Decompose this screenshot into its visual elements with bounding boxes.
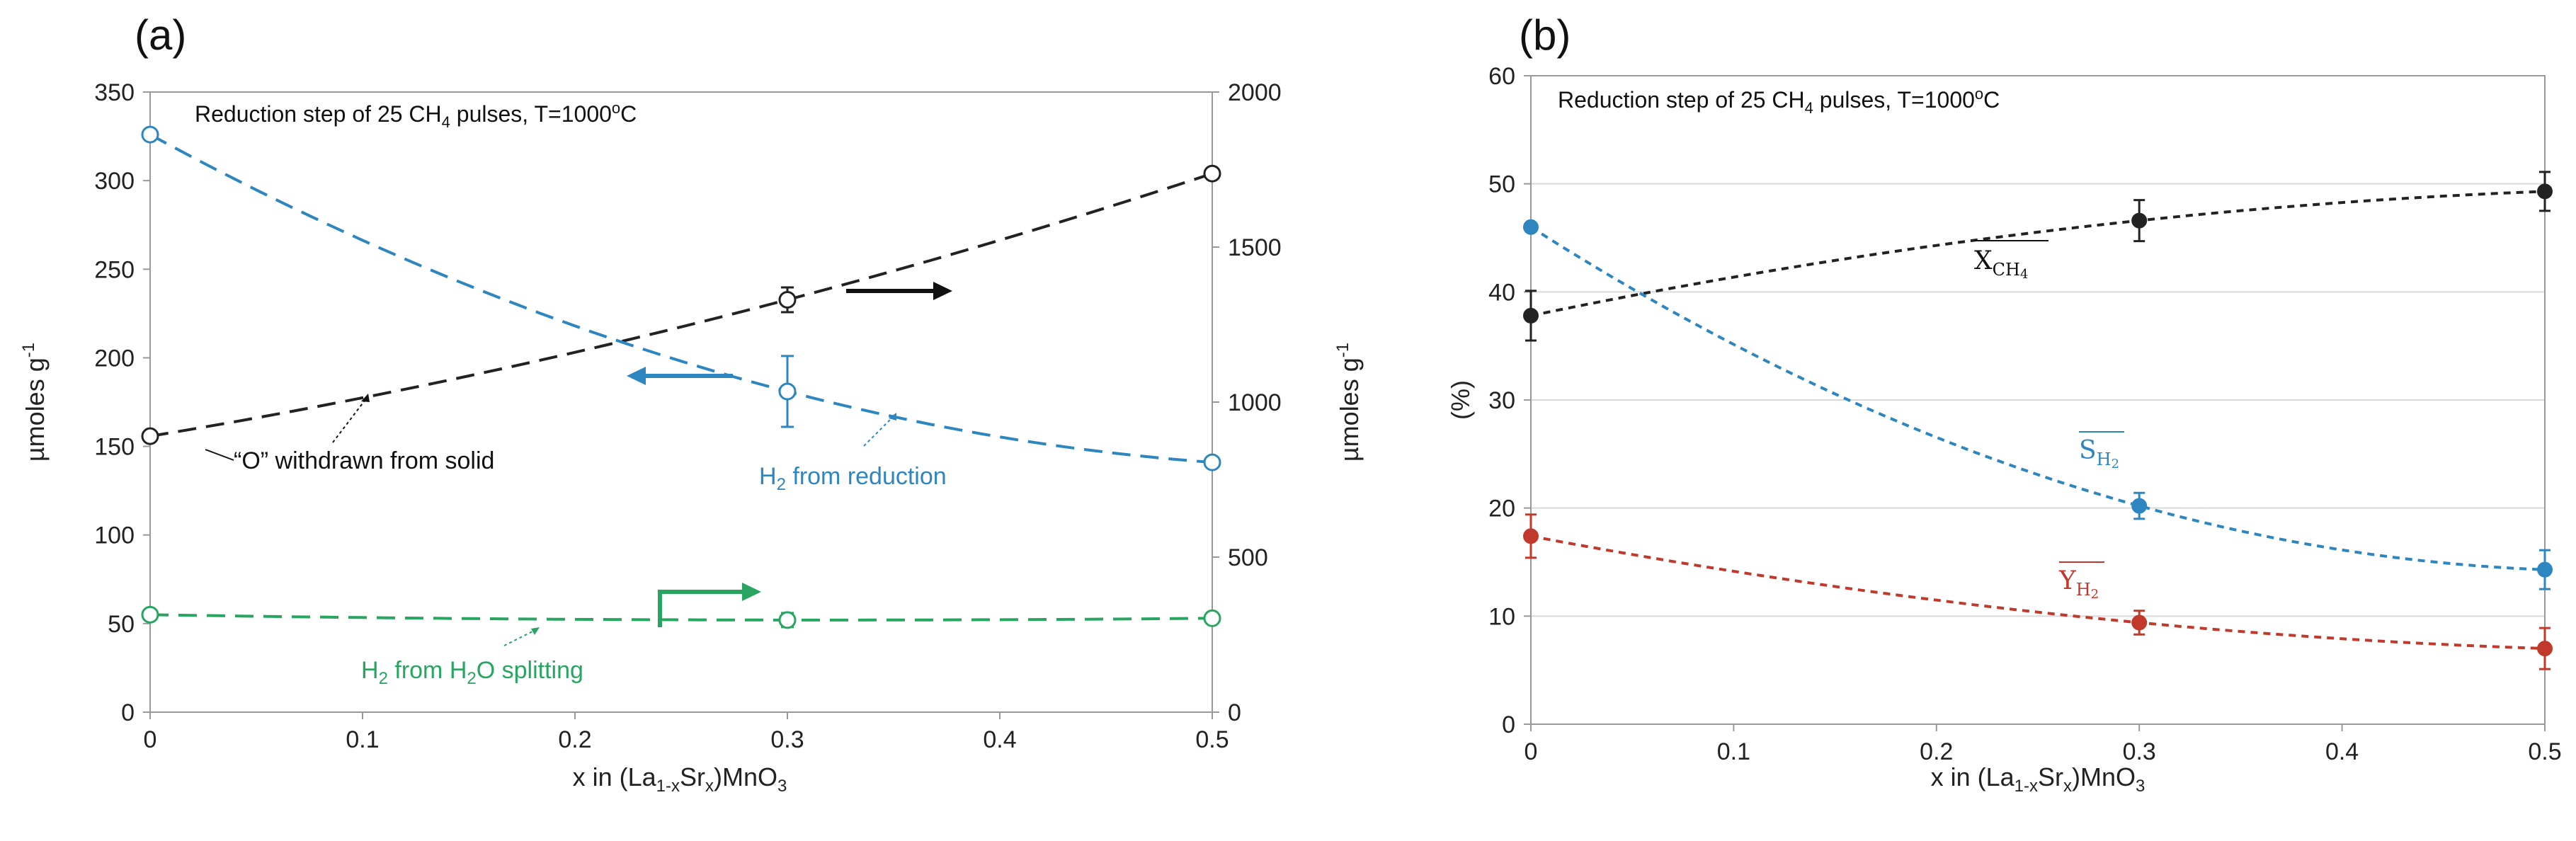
panel-b-series <box>1523 171 2553 670</box>
series-line-o-withdrawn <box>149 172 1213 438</box>
right-axis-arrow-black <box>846 282 952 300</box>
panel-a-right-tick-label: 1000 <box>1228 389 1282 416</box>
data-point-y-h2 <box>2537 641 2553 657</box>
panel-a-label: (a) <box>135 11 186 59</box>
panel-a-right-y-axis-label: µmoles g-1 <box>1333 343 1364 462</box>
panel-a-right-tick-label: 2000 <box>1228 79 1282 106</box>
data-point-x-ch4 <box>2131 212 2148 229</box>
data-point-x-ch4 <box>1523 307 1539 324</box>
panel-a-left-tick-label: 0 <box>121 699 135 726</box>
o-label-leader <box>205 449 234 461</box>
data-point-y-h2 <box>1523 528 1539 544</box>
panel-a-right-tick-label: 0 <box>1228 699 1241 726</box>
series-line-y-h2 <box>1530 534 2546 651</box>
data-point-y-h2 <box>2131 614 2148 631</box>
data-point-x-ch4 <box>2537 183 2553 200</box>
panel-b: (b) 0 10 20 30 40 50 60 0 0.1 0.2 0.3 0.4 0.5 Reduct… <box>1446 11 2562 796</box>
panel-a-left-tick-label: 100 <box>94 522 135 549</box>
left-axis-arrow-blue <box>627 367 733 385</box>
panel-a-left-tick-label: 150 <box>94 434 135 461</box>
series-line-h2-from-h2o-splitting <box>149 613 1213 622</box>
panel-a-left-tick-label: 300 <box>94 168 135 195</box>
panel-b-x-axis-label: x in (La1-xSrx)MnO3 <box>1931 762 2145 796</box>
svg-text:SH2: SH2 <box>2079 436 2119 471</box>
series-o-withdrawn <box>141 164 1221 445</box>
series-line-x-ch4 <box>1530 190 2546 317</box>
series-x-ch4 <box>1523 171 2553 342</box>
panel-b-x-tick-label: 0.1 <box>1717 738 1750 765</box>
series-line-s-h2 <box>1529 226 2546 571</box>
panel-b-y-tick-label: 40 <box>1488 279 1515 306</box>
panel-b-y-tick-label: 20 <box>1488 496 1515 522</box>
series-h2-from-reduction <box>141 125 1221 471</box>
annotation-h2-from-h2o-splitting: H2 from H2O splitting <box>361 657 583 688</box>
panel-b-title: Reduction step of 25 CH4 pulses, T=1000o… <box>1558 85 2000 117</box>
panel-a-left-tick-label: 250 <box>94 256 135 283</box>
data-point-h2-from-reduction <box>141 125 159 144</box>
panel-b-y-tick-label: 50 <box>1488 171 1515 198</box>
panel-a-left-tick-label: 50 <box>108 611 135 638</box>
panel-a-x-tick-label: 0.1 <box>346 726 379 753</box>
panel-a-x-tick-label: 0.5 <box>1195 726 1229 753</box>
panel-b-gridlines <box>1531 183 2545 617</box>
o-label-pointer-head <box>361 394 370 402</box>
panel-b-y-tick-label: 60 <box>1488 63 1515 90</box>
label-s-h2: SH2 <box>2079 431 2124 471</box>
panel-a-x-tick-label: 0.2 <box>558 726 591 753</box>
panel-b-y-axis-label: (%) <box>1446 380 1475 420</box>
right-axis-arrow-green <box>658 583 761 627</box>
annotation-o-withdrawn: “O” withdrawn from solid <box>234 447 494 474</box>
panel-a-right-tick-label: 500 <box>1228 544 1268 571</box>
series-line-h2-from-reduction <box>149 133 1213 464</box>
svg-text:XCH4: XCH4 <box>1974 246 2028 282</box>
panel-a-plot-frame <box>149 91 1213 713</box>
h2-split-pointer <box>503 629 536 646</box>
panel-a-x-tick-label: 0.4 <box>983 726 1016 753</box>
panel-a-ticks: 0 0.1 0.2 0.3 0.4 0.5050100150200250300350050… <box>94 79 1281 753</box>
data-point-o-withdrawn <box>1203 164 1221 183</box>
panel-a-title: Reduction step of 25 CH4 pulses, T=1000o… <box>195 99 637 131</box>
h2-red-pointer-head <box>889 413 896 420</box>
series-y-h2 <box>1523 513 2553 670</box>
panel-a-series <box>141 125 1221 629</box>
panel-b-x-tick-label: 0.2 <box>1920 738 1953 765</box>
panel-a-left-y-axis-label: µmoles g-1 <box>19 343 50 462</box>
label-y-h2: YH2 <box>2058 561 2104 602</box>
data-point-s-h2 <box>2131 498 2148 514</box>
panel-a-right-tick-label: 1500 <box>1228 234 1282 261</box>
panel-b-label: (b) <box>1519 11 1571 59</box>
data-point-h2-from-h2o-splitting <box>778 611 797 629</box>
panel-a-x-tick-label: 0.3 <box>770 726 804 753</box>
annotation-h2-from-reduction: H2 from reduction <box>759 463 947 494</box>
data-point-o-withdrawn <box>141 427 159 445</box>
data-point-o-withdrawn <box>778 290 797 309</box>
h2-red-pointer <box>863 416 894 447</box>
series-h2-from-h2o-splitting <box>141 605 1221 629</box>
svg-text:YH2: YH2 <box>2058 566 2099 602</box>
panel-a-left-tick-label: 350 <box>94 79 135 106</box>
o-label-pointer <box>332 397 367 443</box>
panel-a-left-tick-label: 200 <box>94 345 135 372</box>
series-s-h2 <box>1523 219 2553 590</box>
panel-b-x-tick-label: 0.3 <box>2123 738 2156 765</box>
panel-b-y-tick-label: 30 <box>1488 387 1515 414</box>
panel-b-y-tick-label: 0 <box>1502 711 1515 738</box>
panel-b-x-tick-label: 0.4 <box>2325 738 2359 765</box>
data-point-h2-from-h2o-splitting <box>1203 609 1221 627</box>
label-x-ch4: XCH4 <box>1974 240 2048 282</box>
panel-a-x-tick-label: 0 <box>144 726 157 753</box>
data-point-h2-from-reduction <box>1203 453 1221 471</box>
panel-b-ticks: 0 10 20 30 40 50 60 0 0.1 0.2 0.3 0.4 0.5 <box>1488 63 2561 765</box>
panel-b-x-tick-label: 0.5 <box>2528 738 2561 765</box>
data-point-h2-from-h2o-splitting <box>141 605 159 624</box>
panel-a: (a) 0 0.1 0.2 0.3 0.4 0.505010015020025030035… <box>19 11 1364 796</box>
panel-b-x-tick-label: 0 <box>1524 738 1538 765</box>
data-point-h2-from-reduction <box>778 382 797 401</box>
h2-split-pointer-head <box>531 627 540 635</box>
data-point-s-h2 <box>1523 219 1539 235</box>
panel-b-y-tick-label: 10 <box>1488 603 1515 630</box>
data-point-s-h2 <box>2537 561 2553 578</box>
panel-a-x-axis-label: x in (La1-xSrx)MnO3 <box>573 762 787 796</box>
